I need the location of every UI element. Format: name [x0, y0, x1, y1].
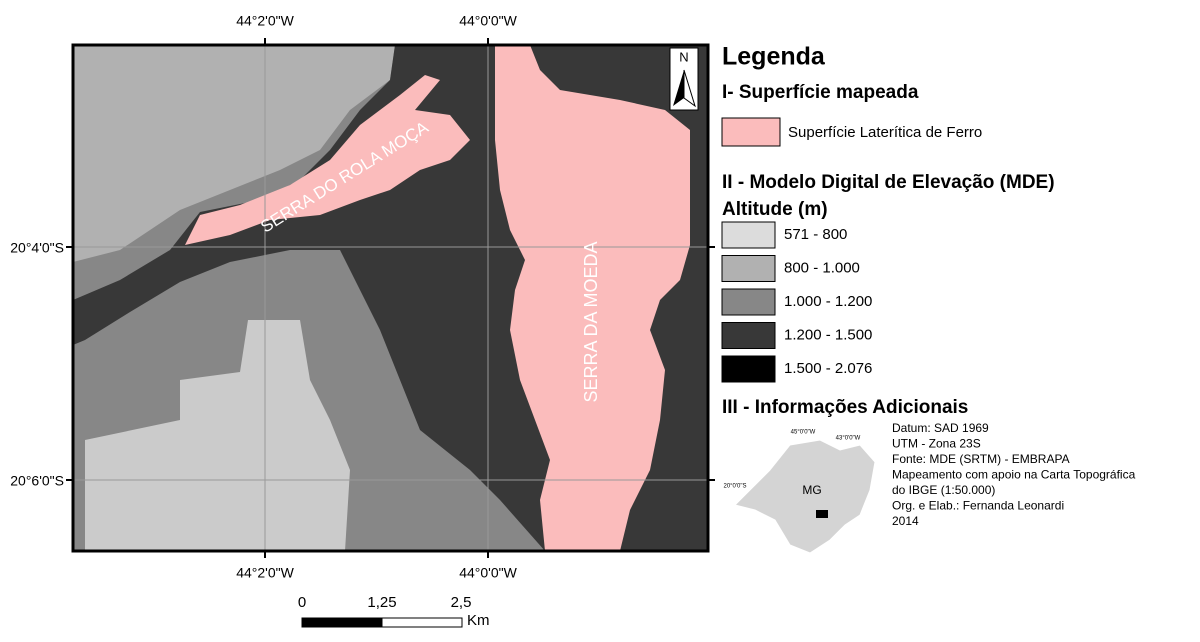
study-area [816, 510, 828, 518]
info-line: do IBGE (1:50.000) [892, 483, 995, 497]
inset-coord: 43°0'0"W [836, 436, 861, 442]
coord-label: 44°0'0"W [459, 13, 517, 29]
legend: Legenda I- Superfície mapeada Superfície… [721, 43, 1136, 528]
scale-bar: 0 1,25 2,5 Km [298, 594, 490, 629]
coord-label: 44°0'0"W [459, 565, 517, 581]
legend-swatch [721, 117, 781, 147]
info-line: Org. e Elab.: Fernanda Leonardi [892, 499, 1064, 513]
inset-coord: 20°0'0"S [723, 484, 746, 490]
info-line: Datum: SAD 1969 [892, 421, 989, 435]
info-line: UTM - Zona 23S [892, 437, 981, 451]
info-line: Mapeamento com apoio na Carta Topográfic… [892, 468, 1136, 482]
legend-label: 1.500 - 2.076 [784, 360, 872, 377]
map-frame [71, 43, 710, 553]
place-label: SERRA DA MOEDA [581, 241, 601, 402]
legend-swatch [721, 221, 776, 249]
elevation-800-1000 [73, 45, 395, 262]
inset-label: MG [802, 483, 821, 497]
coord-label: 44°2'0"W [236, 13, 294, 29]
laterite-moeda [495, 45, 690, 551]
north-label: N [679, 49, 688, 64]
inset-map: MG 45°0'0"W 43°0'0"W 20°0'0"S [723, 430, 876, 554]
info-line: Fonte: MDE (SRTM) - EMBRAPA [892, 452, 1070, 466]
scale-label: 0 [298, 594, 306, 611]
legend-subtitle: Altitude (m) [722, 199, 828, 220]
legend-classes: 571 - 800 800 - 1.000 1.000 - 1.200 1.200 -… [721, 221, 872, 383]
scale-unit: Km [467, 612, 490, 629]
info-line: 2014 [892, 514, 919, 528]
map: 44°2'0"W 44°0'0"W 44°2'0"W 44°0'0"W 20°4… [10, 13, 715, 581]
scale-label: 1,25 [367, 594, 396, 611]
legend-swatch [721, 322, 776, 349]
legend-label: 800 - 1.000 [784, 259, 860, 276]
legend-section: III - Informações Adicionais [722, 397, 968, 418]
state-outline [734, 439, 876, 554]
legend-label: 1.000 - 1.200 [784, 293, 872, 310]
arrow-half [683, 69, 696, 108]
legend-swatch [721, 255, 776, 282]
legend-section: I- Superfície mapeada [722, 82, 919, 103]
legend-swatch [721, 355, 776, 383]
graticule [73, 45, 708, 551]
legend-swatch [721, 288, 776, 316]
arrow-half [673, 70, 684, 106]
legend-label: 1.200 - 1.500 [784, 326, 872, 343]
north-arrow: N [669, 47, 699, 111]
elevation-571-800 [85, 320, 350, 551]
scale-segment [301, 617, 383, 628]
scale-label: 2,5 [451, 594, 472, 611]
coord-label: 20°4'0"S [10, 240, 64, 256]
laterite-rola-moca [185, 75, 470, 245]
legend-section: II - Modelo Digital de Elevação (MDE) [722, 172, 1055, 193]
inset-coord: 45°0'0"W [791, 430, 816, 436]
coord-label: 20°6'0"S [10, 473, 64, 489]
legend-title: Legenda [722, 43, 826, 71]
legend-label: Superfície Laterítica de Ferro [788, 124, 982, 141]
coord-label: 44°2'0"W [236, 565, 294, 581]
scale-segment [381, 617, 463, 628]
legend-label: 571 - 800 [784, 226, 847, 243]
